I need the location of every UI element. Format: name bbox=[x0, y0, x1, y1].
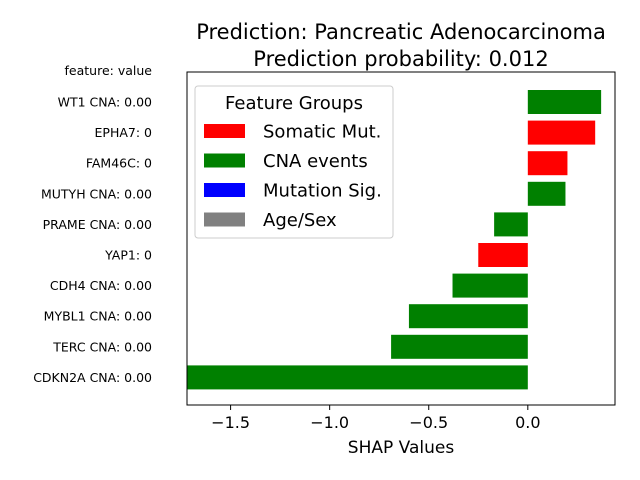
chart-title-line2: Prediction probability: 0.012 bbox=[253, 47, 548, 71]
legend-swatch-0 bbox=[204, 124, 245, 138]
x-tick-label-0: −1.5 bbox=[211, 413, 250, 432]
bar-0 bbox=[527, 90, 602, 114]
y-axis-header: feature: value bbox=[65, 63, 153, 78]
legend-label-1: CNA events bbox=[263, 151, 368, 172]
bars-group bbox=[187, 90, 602, 390]
bar-5 bbox=[478, 243, 528, 267]
chart-title-line1: Prediction: Pancreatic Adenocarcinoma bbox=[196, 20, 606, 44]
y-tick-labels: WT1 CNA: 0.00 EPHA7: 0 FAM46C: 0 MUTYH CNA:… bbox=[33, 95, 152, 385]
legend-swatch-1 bbox=[204, 153, 245, 168]
bar-2 bbox=[527, 151, 568, 176]
bar-4 bbox=[494, 212, 528, 237]
plot-frame bbox=[186, 71, 616, 406]
legend-swatch-2 bbox=[204, 183, 245, 197]
legend-title: Feature Groups bbox=[225, 93, 363, 114]
legend-label-3: Age/Sex bbox=[263, 210, 337, 231]
y-label-7: MYBL1 CNA: 0.00 bbox=[44, 309, 152, 324]
bar-8 bbox=[391, 334, 528, 359]
bar-9 bbox=[187, 365, 528, 390]
x-ticks: −1.5 −1.0 −0.5 0.0 bbox=[211, 405, 541, 432]
legend: Feature Groups Somatic Mut. CNA events Mut… bbox=[194, 85, 394, 239]
y-label-5: YAP1: 0 bbox=[104, 248, 152, 263]
bar-7 bbox=[408, 304, 528, 329]
x-tick-label-2: −0.5 bbox=[409, 413, 448, 432]
legend-label-2: Mutation Sig. bbox=[263, 181, 382, 202]
y-label-1: EPHA7: 0 bbox=[95, 125, 153, 140]
legend-label-0: Somatic Mut. bbox=[263, 122, 381, 143]
x-tick-label-3: 0.0 bbox=[515, 413, 540, 432]
x-axis-label: SHAP Values bbox=[348, 438, 455, 458]
y-label-8: TERC CNA: 0.00 bbox=[52, 339, 152, 354]
bar-6 bbox=[452, 273, 528, 298]
y-label-6: CDH4 CNA: 0.00 bbox=[50, 278, 152, 293]
y-label-9: CDKN2A CNA: 0.00 bbox=[33, 370, 152, 385]
bar-3 bbox=[527, 181, 566, 206]
y-label-0: WT1 CNA: 0.00 bbox=[58, 95, 152, 110]
x-tick-label-1: −1.0 bbox=[310, 413, 349, 432]
y-label-4: PRAME CNA: 0.00 bbox=[43, 217, 152, 232]
legend-swatch-3 bbox=[204, 212, 245, 227]
y-label-3: MUTYH CNA: 0.00 bbox=[41, 186, 152, 201]
bar-1 bbox=[527, 120, 596, 145]
y-label-2: FAM46C: 0 bbox=[86, 156, 152, 171]
